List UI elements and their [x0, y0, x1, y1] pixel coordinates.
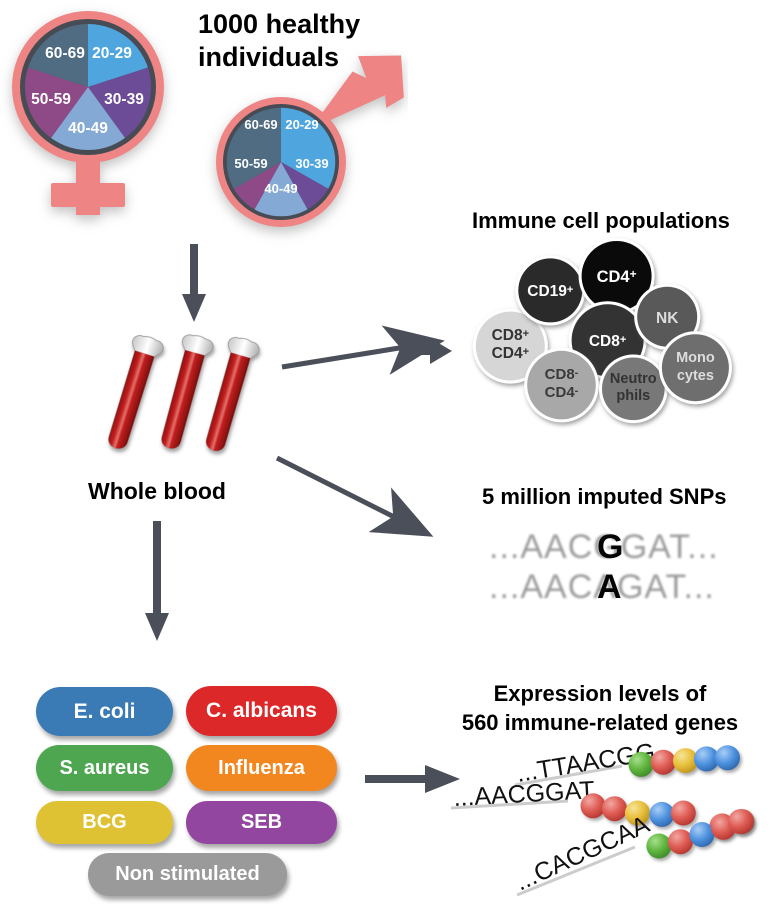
- svg-text:CD19+: CD19+: [527, 283, 573, 300]
- svg-text:30-39: 30-39: [295, 156, 328, 171]
- svg-text:40-49: 40-49: [68, 120, 108, 137]
- svg-text:50-59: 50-59: [31, 91, 71, 108]
- svg-text:CD4-: CD4-: [545, 384, 579, 401]
- svg-text:...AACGGAT: ...AACGGAT: [453, 776, 596, 812]
- svg-text:60-69: 60-69: [244, 117, 277, 132]
- svg-text:CD8-: CD8-: [545, 366, 579, 383]
- svg-text:Mono: Mono: [676, 350, 715, 366]
- svg-text:...CACGCAA: ...CACGCAA: [511, 810, 654, 896]
- svg-text:60-69: 60-69: [45, 45, 85, 62]
- svg-text:phils: phils: [616, 388, 650, 404]
- svg-text:cytes: cytes: [677, 368, 714, 384]
- svg-text:50-59: 50-59: [234, 156, 267, 171]
- svg-text:40-49: 40-49: [264, 181, 297, 196]
- svg-text:20-29: 20-29: [285, 117, 318, 132]
- svg-text:30-39: 30-39: [104, 91, 144, 108]
- svg-text:NK: NK: [656, 310, 679, 327]
- svg-text:Neutro: Neutro: [610, 371, 657, 387]
- svg-text:20-29: 20-29: [92, 45, 132, 62]
